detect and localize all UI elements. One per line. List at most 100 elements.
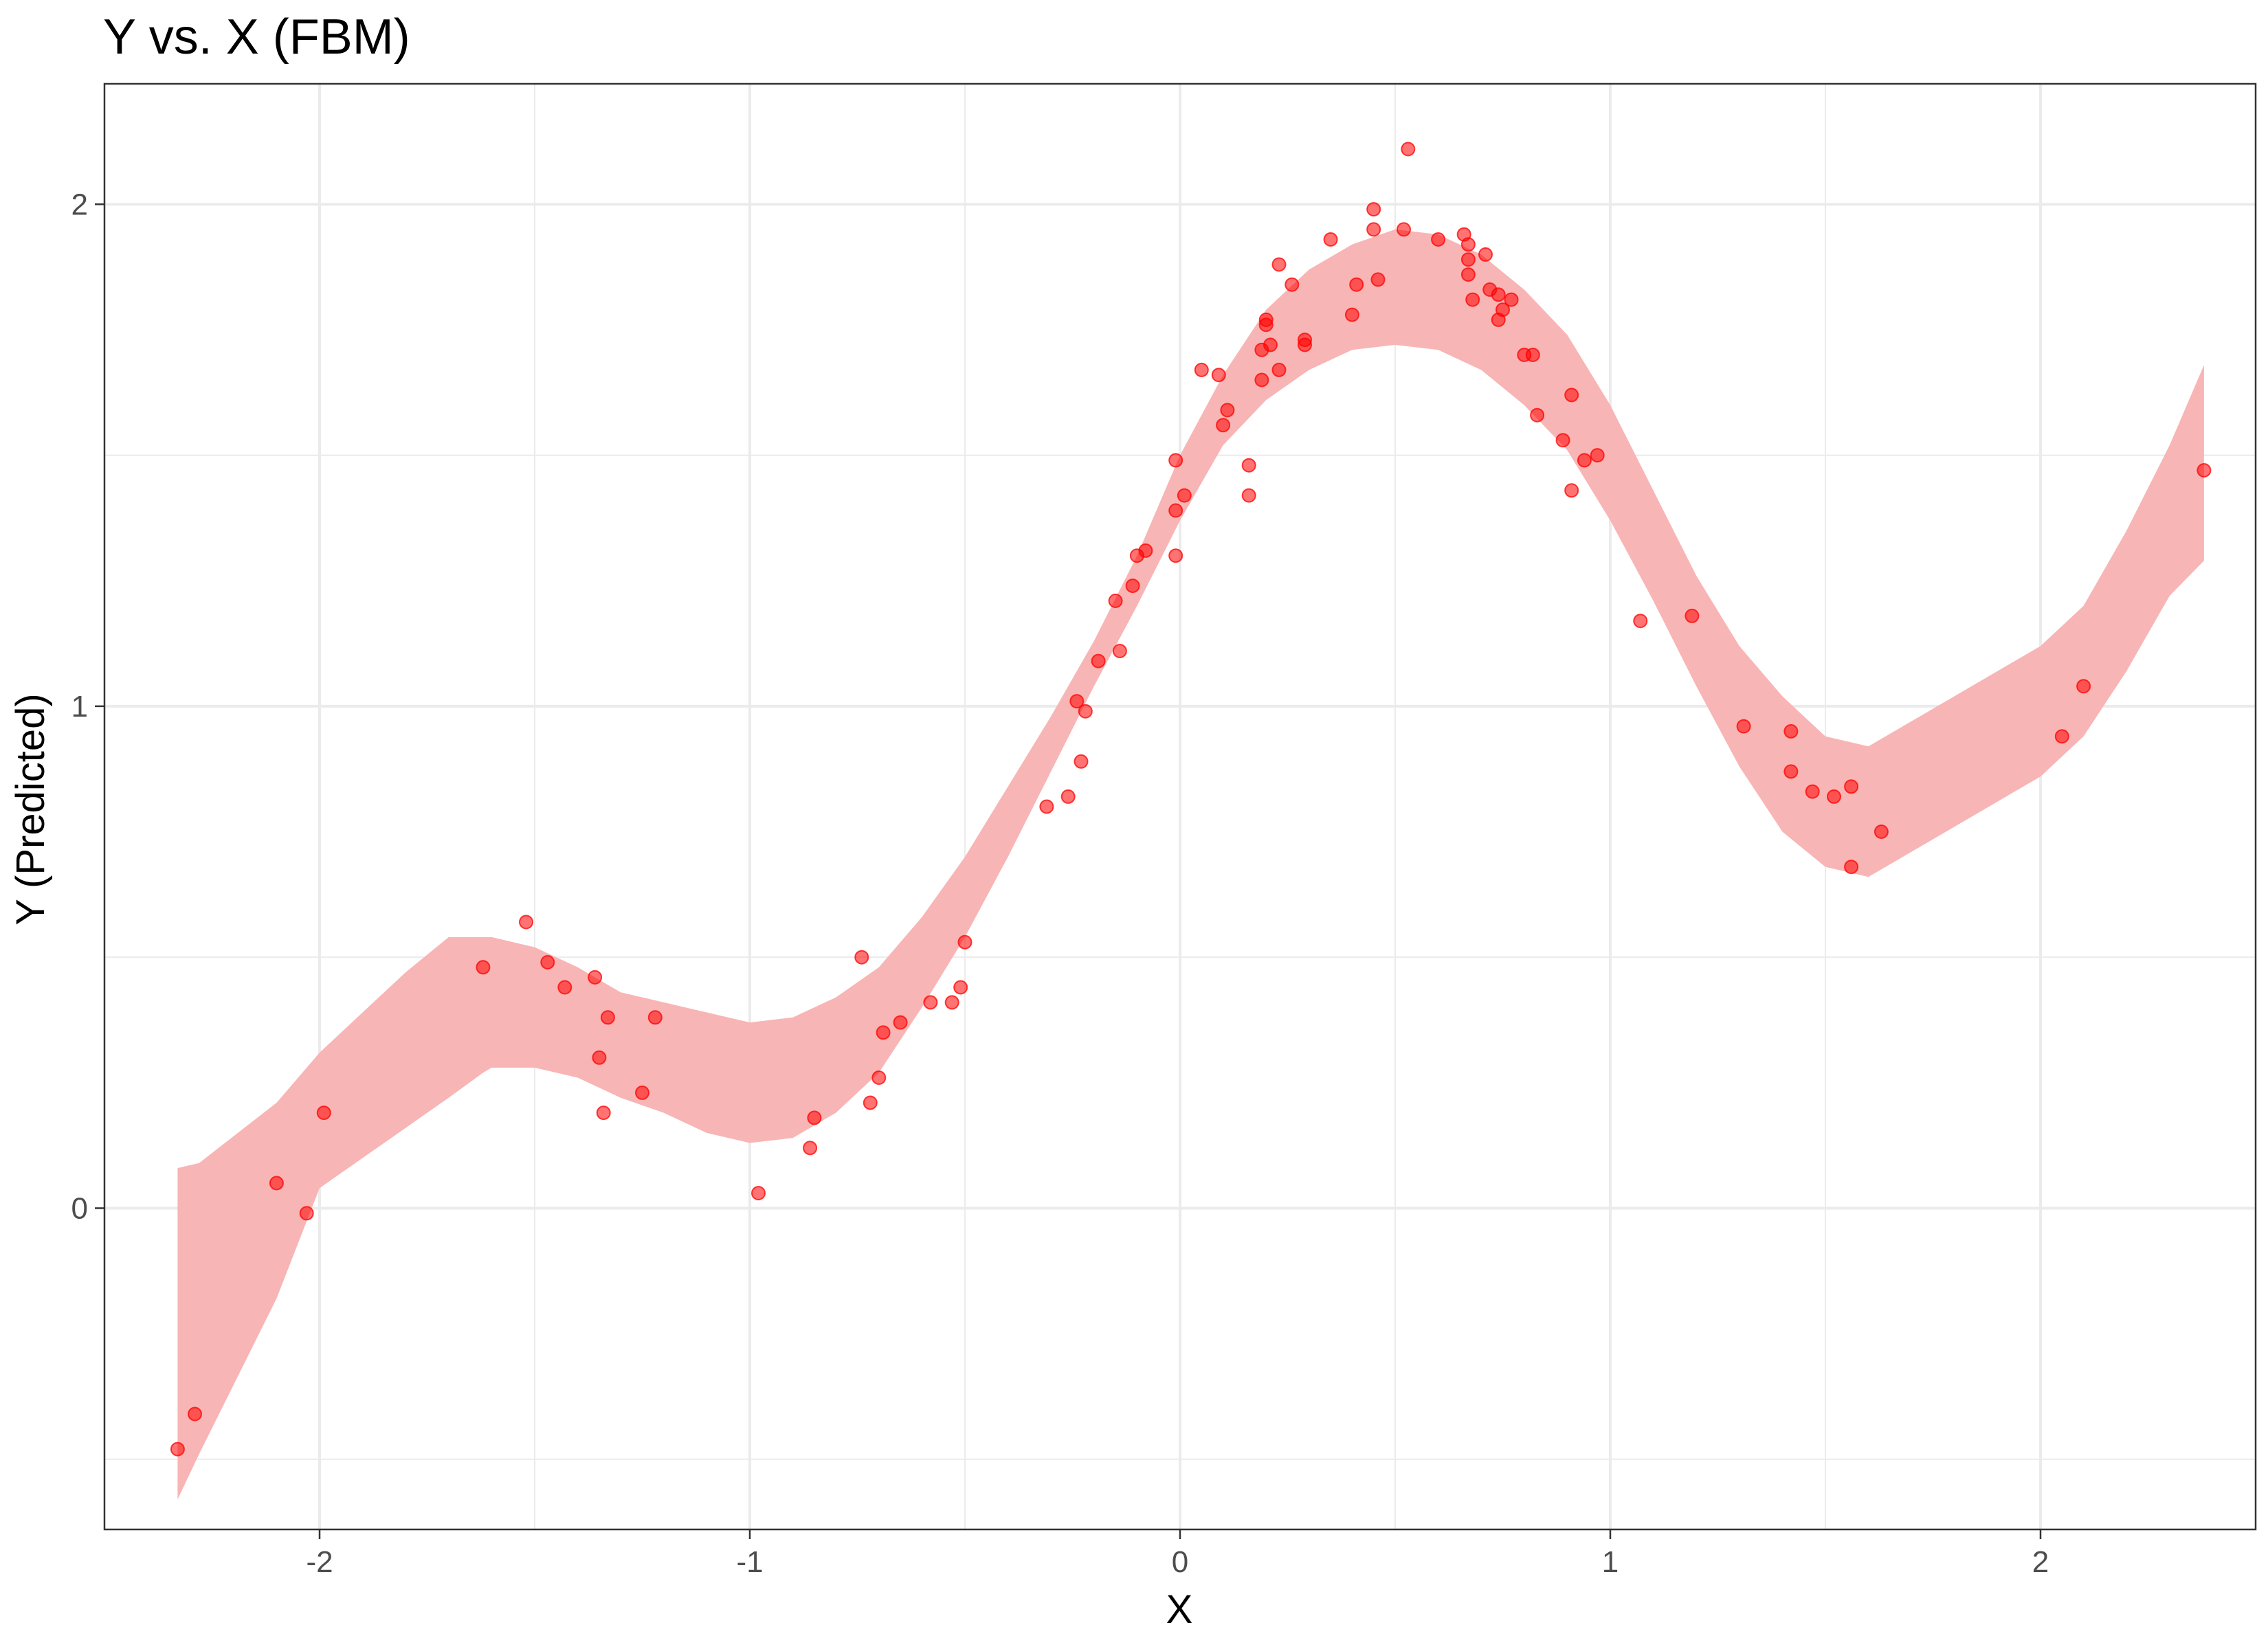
data-point [1177,488,1192,503]
data-point [1370,272,1386,287]
data-point [1220,403,1235,418]
data-point [1271,257,1287,272]
data-point [1216,418,1231,433]
data-point [923,995,938,1010]
data-point [854,950,869,965]
data-point [2076,679,2091,694]
data-point [1074,754,1089,769]
data-point [1805,784,1820,799]
data-point [635,1085,649,1100]
data-point [1577,453,1592,468]
data-point [1504,292,1519,307]
data-point [1590,448,1605,463]
data-point [1525,348,1540,362]
data-point [1397,222,1411,237]
data-point [1138,543,1153,558]
data-point [1168,503,1183,518]
data-point [1241,458,1256,473]
x-tick-label: 0 [1172,1545,1188,1579]
y-tick-label: 0 [71,1191,88,1225]
data-point [1564,483,1579,498]
data-point [1366,222,1381,237]
data-point [1078,704,1093,719]
data-point [1827,789,1841,804]
y-axis: 0 1 2 [71,188,104,1225]
data-point [751,1186,766,1200]
data-point [1783,723,1799,739]
data-point [299,1206,314,1221]
data-point [957,934,972,950]
data-point [1564,388,1579,403]
x-tick-label: 1 [1602,1545,1619,1579]
data-point [1465,292,1480,307]
data-point [1460,237,1476,252]
y-tick-label: 1 [71,690,88,723]
x-tick-label: -1 [736,1545,763,1579]
data-point [1241,488,1256,503]
x-axis-title: X [1166,1587,1193,1632]
data-point [1783,764,1799,779]
data-point [803,1141,818,1156]
data-point [1555,433,1570,448]
x-tick-label: 2 [2032,1545,2049,1579]
data-point [871,1070,887,1085]
data-point [1258,317,1274,333]
x-tick-label: -2 [306,1545,333,1579]
data-point [269,1176,284,1191]
data-point [647,1010,663,1025]
data-point [1069,694,1085,709]
data-point [1108,594,1123,608]
data-point [1298,337,1312,352]
data-point [1736,719,1751,734]
data-point [1323,232,1338,247]
data-point [1168,548,1183,563]
data-point [1874,824,1889,839]
data-point [1530,407,1545,423]
data-point [1039,799,1054,814]
data-point [1491,287,1506,302]
data-point [1349,277,1364,292]
data-point [1263,337,1278,352]
chart-title: Y vs. X (FBM) [103,10,410,65]
data-point [1460,267,1476,282]
data-point [188,1406,202,1422]
data-point [600,1010,615,1025]
data-point [893,1015,908,1030]
data-point [1366,202,1381,217]
data-point [1478,247,1493,262]
data-point [2197,463,2212,478]
data-point [1496,302,1510,317]
data-point [953,980,968,995]
data-point [540,955,555,969]
data-point [1112,644,1127,658]
data-point [588,969,603,985]
data-point [476,960,491,975]
data-point [1254,372,1269,388]
data-point [1091,653,1106,669]
data-point [807,1110,822,1125]
data-point [1125,579,1140,594]
data-point [1633,614,1648,629]
data-points [170,142,2212,1457]
data-point [863,1095,878,1110]
data-point [592,1050,607,1065]
data-point [876,1025,891,1040]
data-point [1844,779,1859,794]
data-point [170,1442,185,1457]
data-point [557,980,572,995]
data-point [519,915,533,930]
data-point [1194,362,1209,377]
data-point [596,1106,611,1121]
data-point [1211,368,1226,383]
data-point [1271,362,1287,377]
data-point [1460,252,1476,267]
data-point [1401,142,1416,157]
data-point [316,1106,331,1121]
data-point [1168,453,1183,468]
grid-major [104,84,2256,1529]
y-axis-title: Y (Predicted) [8,693,53,925]
x-axis: -2 -1 0 1 2 [306,1529,2049,1579]
data-point [944,995,959,1010]
data-point [1285,277,1300,292]
